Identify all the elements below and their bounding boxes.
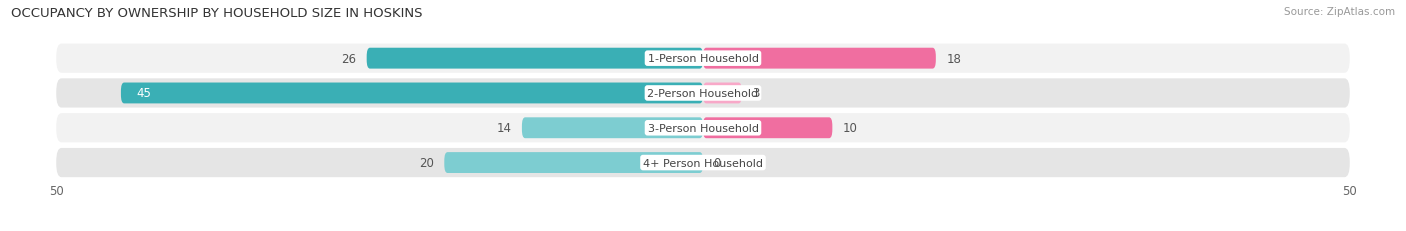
Text: 3: 3 xyxy=(752,87,759,100)
Text: 0: 0 xyxy=(713,156,721,169)
FancyBboxPatch shape xyxy=(522,118,703,139)
FancyBboxPatch shape xyxy=(56,148,1350,177)
Text: 3-Person Household: 3-Person Household xyxy=(648,123,758,133)
Text: 1-Person Household: 1-Person Household xyxy=(648,54,758,64)
FancyBboxPatch shape xyxy=(703,118,832,139)
FancyBboxPatch shape xyxy=(56,44,1350,73)
Text: 4+ Person Household: 4+ Person Household xyxy=(643,158,763,168)
Text: 18: 18 xyxy=(946,52,962,65)
FancyBboxPatch shape xyxy=(56,79,1350,108)
Text: 10: 10 xyxy=(842,122,858,135)
FancyBboxPatch shape xyxy=(703,49,936,69)
FancyBboxPatch shape xyxy=(56,114,1350,143)
Text: 20: 20 xyxy=(419,156,434,169)
FancyBboxPatch shape xyxy=(121,83,703,104)
Text: 14: 14 xyxy=(496,122,512,135)
Text: 2-Person Household: 2-Person Household xyxy=(647,88,759,99)
Text: OCCUPANCY BY OWNERSHIP BY HOUSEHOLD SIZE IN HOSKINS: OCCUPANCY BY OWNERSHIP BY HOUSEHOLD SIZE… xyxy=(11,7,423,20)
FancyBboxPatch shape xyxy=(444,152,703,173)
Text: 45: 45 xyxy=(136,87,152,100)
Text: Source: ZipAtlas.com: Source: ZipAtlas.com xyxy=(1284,7,1395,17)
Text: 26: 26 xyxy=(342,52,356,65)
FancyBboxPatch shape xyxy=(703,83,742,104)
FancyBboxPatch shape xyxy=(367,49,703,69)
